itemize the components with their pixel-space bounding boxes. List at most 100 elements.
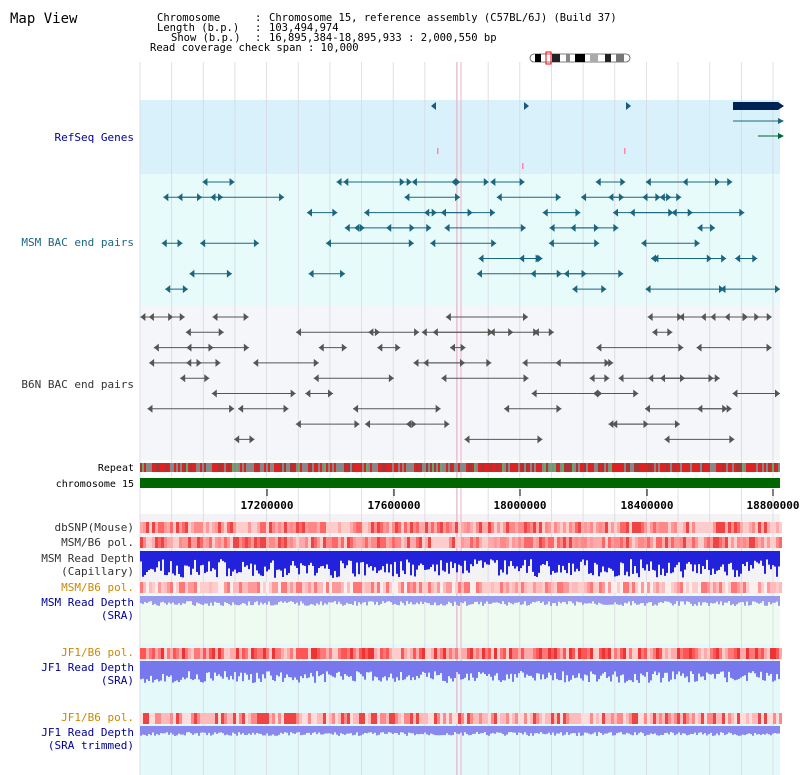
- heat-cell: [593, 648, 596, 659]
- depth-bar: [544, 661, 546, 680]
- heat-cell: [740, 648, 743, 659]
- heat-cell: [554, 537, 557, 548]
- heat-cell: [707, 537, 710, 548]
- depth-bar: [192, 726, 194, 735]
- depth-bar: [524, 726, 526, 733]
- depth-bar: [602, 661, 604, 674]
- depth-bar: [330, 551, 332, 576]
- chromosome-track-label: chromosome 15: [56, 479, 134, 490]
- depth-bar: [274, 726, 276, 736]
- depth-bar: [622, 726, 624, 735]
- depth-bar: [644, 661, 646, 677]
- heat-cell: [728, 713, 731, 724]
- bac-end-marker: [726, 404, 732, 413]
- depth-bar: [226, 726, 228, 735]
- b6n-bac-label[interactable]: B6N BAC end pairs: [21, 378, 134, 391]
- depth-bar: [466, 596, 468, 606]
- repeat-segment: [302, 463, 304, 472]
- depth-bar: [450, 551, 452, 562]
- chromosome-ideogram[interactable]: [529, 51, 631, 65]
- depth-bar: [240, 726, 242, 735]
- depth-bar: [338, 726, 340, 736]
- heat-cell: [323, 537, 326, 548]
- heat-cell: [233, 713, 236, 724]
- heat-cell: [344, 648, 347, 659]
- repeat-segment: [564, 463, 566, 472]
- heat-cell: [242, 582, 245, 593]
- heat-cell: [275, 537, 278, 548]
- depth-bar: [504, 726, 506, 736]
- depth-bar: [518, 596, 520, 603]
- depth-bar: [618, 596, 620, 605]
- depth-bar: [224, 661, 226, 672]
- repeat-segment: [424, 463, 426, 472]
- depth-bar: [298, 596, 300, 606]
- repeat-segment: [316, 463, 318, 472]
- depth-bar: [382, 726, 384, 733]
- heat-cell: [599, 537, 602, 548]
- heat-cell: [647, 713, 650, 724]
- heat-cell: [200, 713, 203, 724]
- heat-cell: [407, 713, 410, 724]
- heat-cell: [230, 713, 233, 724]
- heat-cell: [470, 582, 473, 593]
- depth-bar: [522, 596, 524, 605]
- depth-bar: [624, 661, 626, 683]
- depth-bar: [512, 551, 514, 566]
- heat-cell: [209, 522, 212, 533]
- repeat-segment: [362, 463, 364, 472]
- repeat-segment: [492, 463, 494, 472]
- depth-bar: [628, 596, 630, 602]
- depth-bar: [318, 596, 320, 605]
- depth-bar: [418, 661, 420, 679]
- heat-cell: [512, 582, 515, 593]
- heat-cell: [314, 537, 317, 548]
- depth-bar: [202, 726, 204, 733]
- bac-end-marker: [328, 389, 334, 398]
- heat-cell: [341, 582, 344, 593]
- heat-cell: [455, 522, 458, 533]
- depth-bar: [466, 726, 468, 734]
- depth-bar: [618, 726, 620, 733]
- repeat-segment: [458, 463, 460, 472]
- depth-bar: [254, 551, 256, 565]
- heat-cell: [752, 522, 755, 533]
- depth-bar: [332, 726, 334, 735]
- depth-bar: [596, 726, 598, 736]
- depth-bar: [566, 726, 568, 733]
- depth-bar: [672, 551, 674, 573]
- depth-bar: [706, 596, 708, 603]
- depth-bar: [436, 726, 438, 736]
- heat-cell: [542, 648, 545, 659]
- bac-end-marker: [476, 269, 482, 278]
- depth-bar: [218, 661, 220, 675]
- depth-bar: [190, 726, 192, 734]
- depth-bar: [330, 726, 332, 734]
- msm-bac-label[interactable]: MSM BAC end pairs: [21, 236, 134, 249]
- depth-bar: [236, 596, 238, 606]
- heat-cell: [605, 713, 608, 724]
- depth-bar: [242, 661, 244, 682]
- heat-cell: [716, 582, 719, 593]
- depth-bar: [170, 726, 172, 733]
- depth-bar: [646, 726, 648, 735]
- repeat-segment: [186, 463, 188, 472]
- heat-cell: [221, 648, 224, 659]
- heat-cell: [461, 522, 464, 533]
- heat-cell: [152, 522, 155, 533]
- repeat-segment: [748, 463, 750, 472]
- depth-bar: [234, 726, 236, 734]
- depth-bar: [656, 596, 658, 606]
- depth-bar: [414, 661, 416, 680]
- depth-bar: [544, 596, 546, 606]
- heat-cell: [671, 582, 674, 593]
- depth-bar: [404, 596, 406, 606]
- refseq-genes-label[interactable]: RefSeq Genes: [55, 131, 134, 144]
- depth-bar: [668, 726, 670, 735]
- repeat-segment: [230, 463, 232, 472]
- heat-cell: [779, 522, 782, 533]
- depth-bar: [146, 551, 148, 573]
- depth-bar: [174, 726, 176, 736]
- heat-cell: [698, 713, 701, 724]
